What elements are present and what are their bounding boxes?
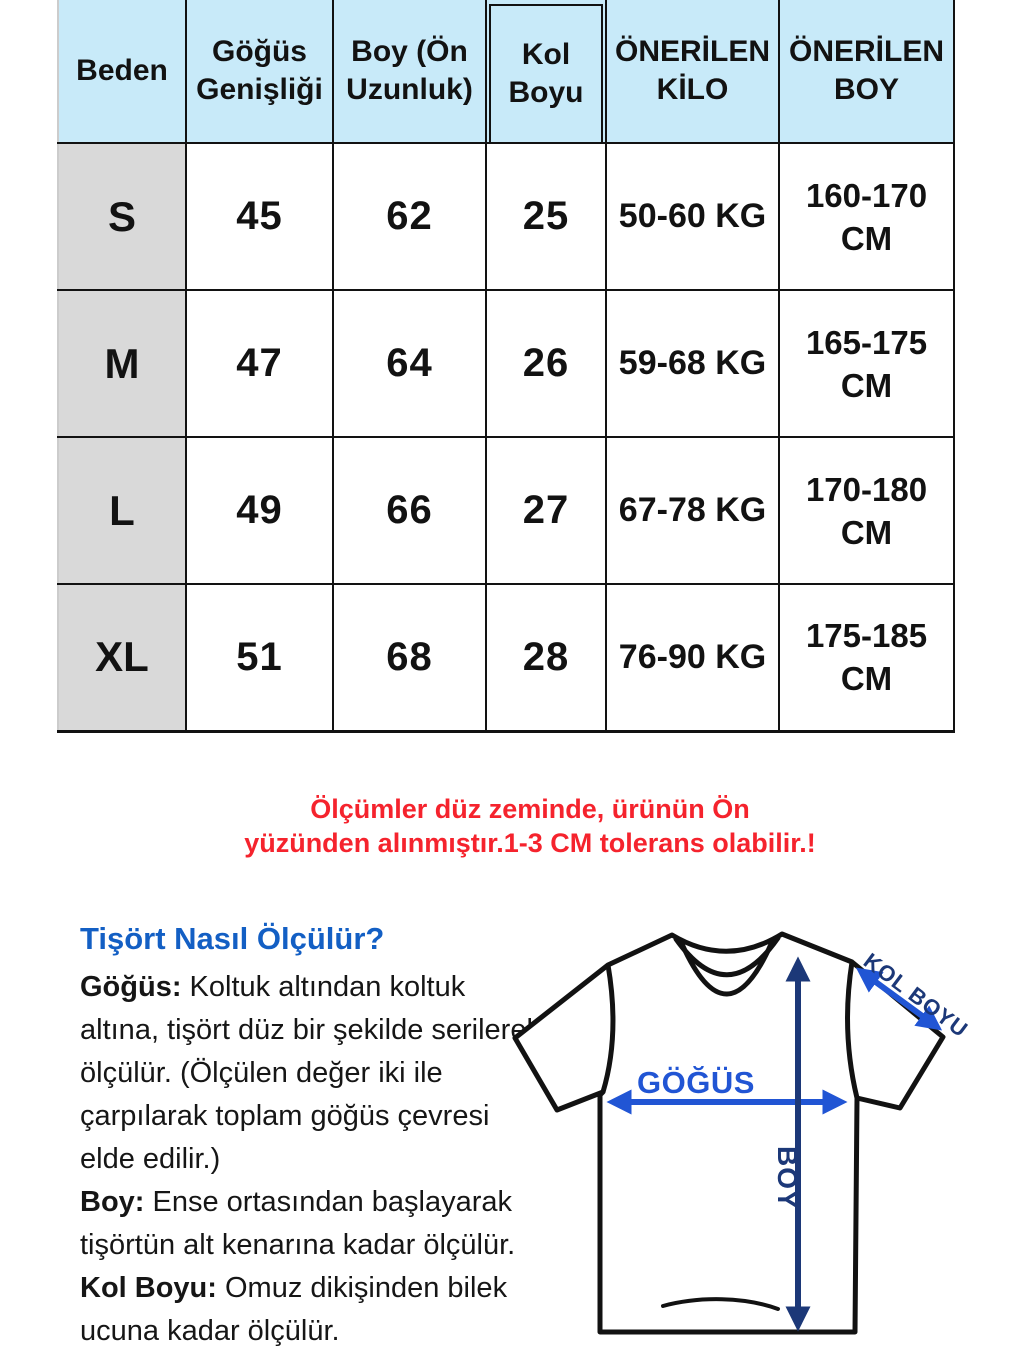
- right-armhole-seam: [845, 961, 860, 1099]
- sleeve-arrow: [855, 967, 943, 1031]
- chest-cell: 51: [185, 583, 334, 733]
- tshirt-outline: [512, 931, 946, 1335]
- chest-cell: 47: [185, 289, 334, 438]
- guide-title: Tişört Nasıl Ölçülür?: [80, 921, 385, 956]
- left-armhole-seam: [600, 964, 616, 1093]
- weight-cell: 50-60 KG: [605, 142, 780, 291]
- sleeve-cell: 27: [485, 436, 607, 585]
- header-boy-on-uzunluk: Boy (Ön Uzunluk): [332, 0, 487, 144]
- length-cell: 64: [332, 289, 487, 438]
- size-cell: L: [57, 436, 187, 585]
- tshirt-diagram: GÖĞÜS BOY KOL BOYU: [512, 931, 973, 1335]
- table-row-l: L 49 66 27 67-78 KG 170-180 CM: [57, 436, 955, 585]
- chest-cell: 45: [185, 142, 334, 291]
- height-cell: 165-175 CM: [778, 289, 955, 438]
- guide-item-boy: Boy: Ense ortasından başlayarak tişörtün…: [80, 1181, 545, 1267]
- length-arrow-label: BOY: [772, 1146, 803, 1210]
- header-onerilen-kilo: ÖNERİLEN KİLO: [605, 0, 780, 144]
- hem-swoosh: [661, 1297, 780, 1311]
- header-gogus-genisligi: Göğüs Genişliği: [185, 0, 334, 144]
- size-cell: S: [57, 142, 187, 291]
- guide-label-gogus: Göğüs:: [80, 971, 182, 1003]
- header-beden: Beden: [57, 0, 187, 144]
- header-kol-boyu: Kol Boyu: [485, 0, 607, 144]
- measurement-guide: Göğüs: Koltuk altından koltuk altına, ti…: [80, 966, 545, 1353]
- table-header-row: Beden Göğüs Genişliği Boy (Ön Uzunluk) K…: [57, 0, 955, 144]
- sleeve-cell: 26: [485, 289, 607, 438]
- height-cell: 160-170 CM: [778, 142, 955, 291]
- length-cell: 66: [332, 436, 487, 585]
- height-cell: 170-180 CM: [778, 436, 955, 585]
- tolerance-note: Ölçümler düz zeminde, ürünün Ön yüzünden…: [150, 792, 910, 860]
- guide-label-boy: Boy:: [80, 1186, 145, 1218]
- tolerance-note-line2: yüzünden alınmıştır.1-3 CM tolerans olab…: [244, 828, 816, 858]
- weight-cell: 76-90 KG: [605, 583, 780, 733]
- collar-rib-2: [679, 939, 775, 997]
- guide-label-kol-boyu: Kol Boyu:: [80, 1272, 217, 1304]
- size-cell: XL: [57, 583, 187, 733]
- chest-arrow-label: GÖĞÜS: [637, 1065, 755, 1100]
- chest-cell: 49: [185, 436, 334, 585]
- length-cell: 68: [332, 583, 487, 733]
- weight-cell: 59-68 KG: [605, 289, 780, 438]
- guide-item-kol-boyu: Kol Boyu: Omuz dikişinden bilek ucuna ka…: [80, 1267, 545, 1353]
- header-kol-boyu-label: Kol Boyu: [508, 38, 584, 109]
- tolerance-note-line1: Ölçümler düz zeminde, ürünün Ön: [310, 794, 750, 824]
- guide-text-boy: Ense ortasından başlayarak tişörtün alt …: [80, 1186, 516, 1261]
- length-cell: 62: [332, 142, 487, 291]
- guide-text-kol-boyu: Omuz dikişinden bilek ucuna kadar ölçülü…: [80, 1272, 508, 1347]
- weight-cell: 67-78 KG: [605, 436, 780, 585]
- table-row-m: M 47 64 26 59-68 KG 165-175 CM: [57, 289, 955, 438]
- height-cell: 175-185 CM: [778, 583, 955, 733]
- guide-text-gogus: Koltuk altından koltuk altına, tişört dü…: [80, 971, 541, 1175]
- table-row-s: S 45 62 25 50-60 KG 160-170 CM: [57, 142, 955, 291]
- header-onerilen-boy: ÖNERİLEN BOY: [778, 0, 955, 144]
- sleeve-cell: 25: [485, 142, 607, 291]
- size-cell: M: [57, 289, 187, 438]
- table-row-xl: XL 51 68 28 76-90 KG 175-185 CM: [57, 583, 955, 733]
- size-table: Beden Göğüs Genişliği Boy (Ön Uzunluk) K…: [57, 0, 955, 733]
- header-kol-boyu-box: Kol Boyu: [489, 4, 603, 141]
- guide-item-gogus: Göğüs: Koltuk altından koltuk altına, ti…: [80, 966, 545, 1181]
- sleeve-cell: 28: [485, 583, 607, 733]
